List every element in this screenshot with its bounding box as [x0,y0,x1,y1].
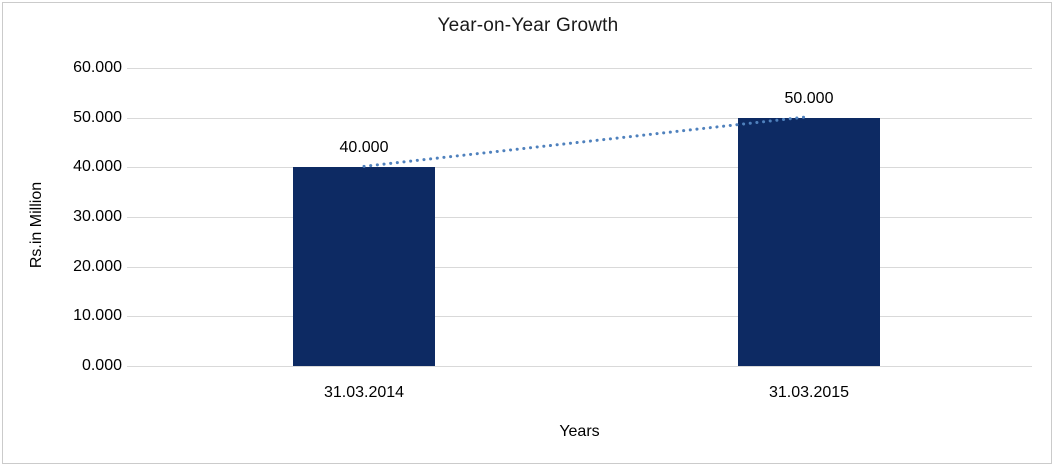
y-tick-label: 10.000 [73,307,122,325]
trendline [362,115,811,168]
y-tick-label: 60.000 [73,59,122,76]
y-tick-label: 30.000 [73,208,122,225]
bar-data-label: 50.000 [784,89,834,107]
gridline [127,266,1032,268]
plot-area [127,68,1032,367]
y-tick-label: 50.000 [73,108,122,126]
gridline [127,217,1032,218]
bar-31.03.2015 [738,117,880,366]
gridline [127,316,1032,318]
bar-data-label: 40.000 [339,139,389,157]
chart-title: Year-on-Year Growth [437,15,619,36]
y-tick-label: 40.000 [73,158,122,176]
x-category-label: 31.03.2015 [768,384,850,401]
y-tick-label: 20.000 [73,257,122,275]
gridline [127,167,1032,169]
gridline [127,68,1032,69]
y-tick-label: 0.000 [81,357,122,374]
x-category-label: 31.03.2014 [323,384,405,401]
bar-31.03.2014 [293,167,435,366]
gridline [127,117,1032,119]
x-axis-title: Years [559,423,600,440]
gridline [127,366,1032,367]
